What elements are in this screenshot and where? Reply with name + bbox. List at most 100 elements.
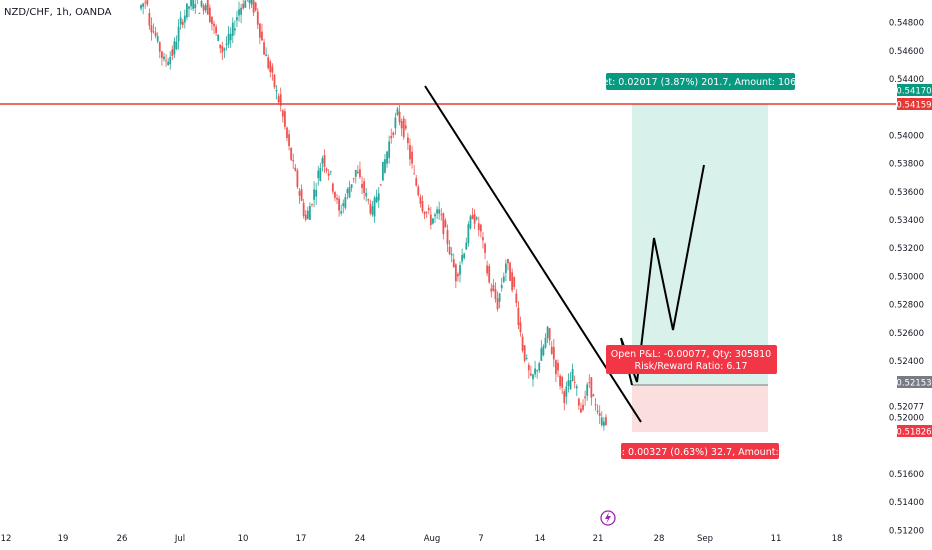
candle-body [442,213,445,235]
candle-body [544,337,547,348]
candle-body [267,57,270,68]
candle-body [523,345,526,361]
candle-body [417,186,420,196]
x-tick-label: 19 [58,534,69,544]
candle-body [279,94,282,106]
candle-body [411,151,413,164]
candle-body [427,208,430,211]
candle-body [148,13,151,26]
candle-body [233,28,236,31]
candle-body [436,209,438,214]
candle-body [444,220,447,228]
candle-body [463,253,466,259]
candle-body [475,217,478,220]
candle-body [359,169,361,178]
candle-body [281,110,284,117]
candle-body [211,16,213,25]
candle-body [304,214,307,220]
candle-body [296,170,299,187]
candle-body [465,242,468,250]
candle-body [548,328,551,341]
candle-body [517,307,520,326]
candle-body [302,202,305,217]
svg-text:0.54170: 0.54170 [896,87,931,97]
candle-body [354,169,357,177]
x-tick-label: 24 [355,534,366,544]
candle-body [294,167,297,171]
candle-body [396,108,399,115]
candle-body [231,22,234,37]
candle-body [331,183,334,192]
candle-body [580,408,582,413]
candle-body [484,243,486,253]
candle-body [592,394,595,397]
candle-body [586,384,589,396]
candle-body [379,184,382,186]
price-axis[interactable]: 0.54800 0.54600 0.54400 0.54000 0.53800 0.536… [889,19,924,537]
candle-body [500,284,503,289]
candle-body [329,171,332,173]
y-tick-label: 0.53600 [889,188,924,198]
candle-body [477,223,480,231]
candle-body [202,5,205,11]
candle-body [542,346,545,356]
candle-body [561,376,564,388]
candle-body [142,3,145,7]
candle-body [325,168,328,171]
candle-body [488,266,491,283]
candle-body [571,369,574,381]
candle-body [236,17,238,21]
candle-body [384,159,386,173]
candle-body [555,360,557,375]
candle-body [190,0,192,7]
trend-line[interactable] [424,85,642,423]
candle-body [538,363,541,371]
candle-body [154,32,157,36]
candle-body [434,214,436,217]
candle-body [348,187,351,198]
candle-body [165,60,167,62]
candle-body [369,204,372,214]
lightning-icon[interactable] [600,510,616,526]
price-tag-current: 0.52153 [896,376,932,389]
candle-body [421,201,424,212]
candle-body [432,218,434,224]
candle-body [440,214,443,216]
price-tag-target: 0.54170 [896,84,932,97]
candle-body [559,375,561,386]
candle-body [188,6,190,9]
candle-body [283,111,286,127]
candle-body [438,209,441,214]
candle-body [221,46,224,53]
candle-body [173,41,176,55]
candle-body [575,386,578,389]
candle-body [563,391,566,404]
candle-body [600,417,603,425]
y-tick-label: 0.52600 [889,329,924,339]
x-tick-label: Sep [697,534,713,544]
y-tick-label: 0.54600 [889,47,924,57]
candle-body [519,322,522,333]
x-tick-label: 26 [117,534,128,544]
candle-body [298,191,301,196]
candle-body [277,96,280,103]
candle-body [156,36,159,42]
candle-body [352,178,355,179]
candle-body [429,214,432,225]
candle-body [213,23,215,27]
time-axis[interactable]: 12 19 26 Jul 10 17 24 Aug 7 14 21 28 Sep 11 18 [1,534,843,544]
candle-body [317,170,320,179]
candle-body [336,197,338,200]
candle-body [509,262,511,281]
candle-body [163,56,165,60]
x-tick-label: 11 [771,534,782,544]
candle-body [530,373,532,376]
candle-body [419,196,422,204]
candle-body [540,348,543,361]
candle-body [273,74,276,88]
candle-body [521,336,524,351]
candle-body [323,155,326,167]
candle-body [582,404,584,410]
candle-body [406,137,409,144]
